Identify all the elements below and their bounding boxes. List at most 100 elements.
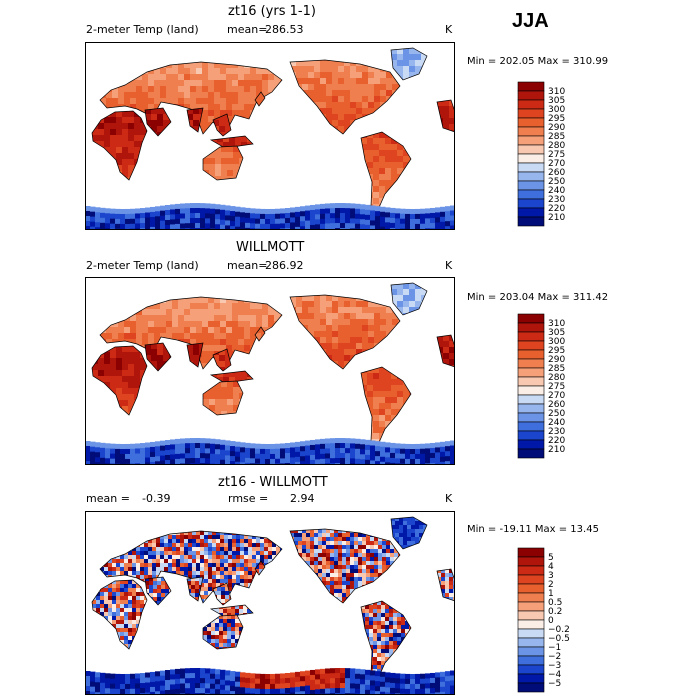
panel2-minmax: Min = 203.04 Max = 311.42 [467,292,609,303]
season-label: JJA [512,10,549,32]
colorbar-tick-label: 2 [548,580,554,590]
colorbar-swatch [517,682,545,693]
colorbar-swatch [517,81,545,92]
colorbar-tick-label: 230 [548,195,565,205]
colorbar-tick-label: −4 [548,670,562,680]
colorbar-swatch [517,430,545,441]
colorbar-tick-label: −0.2 [548,625,570,635]
panel1-temperature-map [85,42,455,230]
colorbar-tick-label: −5 [548,679,561,689]
colorbar-swatch [517,556,545,567]
colorbar-tick-label: 280 [548,373,565,383]
coastline [209,370,254,384]
colorbar-tick-label: 300 [548,337,565,347]
coastline [209,135,254,149]
panel3-minmax: Min = -19.11 Max = 13.45 [467,524,599,535]
colorbar-swatch [517,126,545,137]
colorbar-swatch [517,144,545,155]
colorbar-swatch [517,412,545,423]
panel2-mean-label: mean= [227,259,268,272]
colorbar-tick-label: 275 [548,150,565,160]
colorbar-tick-label: 285 [548,132,565,142]
panel3-title: zt16 - WILLMOTT [218,475,328,490]
map-frame [85,511,455,695]
coastline [289,528,401,604]
land-antarctica [85,438,455,465]
colorbar-swatch [517,180,545,191]
colorbar-swatch [517,108,545,119]
panel1-unit: K [445,23,453,36]
colorbar-tick-label: −3 [548,661,561,671]
colorbar-tick-label: 230 [548,427,565,437]
colorbar-swatch [517,313,545,324]
land-seasia [213,583,231,605]
coastline [390,516,428,550]
coastline [360,131,412,213]
panel2-unit: K [445,259,453,272]
colorbar-tick-label: 270 [548,391,565,401]
coastline [436,568,455,602]
panel1-minmax: Min = 202.05 Max = 310.99 [467,56,609,67]
coastline [212,348,232,372]
colorbar-tick-label: 305 [548,328,565,338]
colorbar-tick-label: 300 [548,105,565,115]
panel1-variable: 2-meter Temp (land) [86,23,199,36]
colorbar-tick-label: 210 [548,213,565,223]
colorbar-swatch [517,376,545,387]
colorbar-swatch [517,601,545,612]
colorbar-swatch [517,340,545,351]
colorbar-swatch [517,403,545,414]
colorbar-swatch [517,322,545,333]
coastline [209,604,254,618]
panel3-rmse-value: 2.94 [290,492,315,505]
coastline [144,576,172,606]
coastline [144,107,172,137]
colorbar-tick-label: 290 [548,123,565,133]
coastline [289,294,401,370]
colorbar-swatch [517,610,545,621]
colorbar-tick-label: 210 [548,445,565,455]
colorbar-swatch [517,619,545,630]
panel2-temperature-map [85,277,455,465]
coastline [390,47,428,81]
land-antarctica [85,668,455,695]
colorbar-tick-label: 220 [548,204,565,214]
coastline [202,145,244,181]
coastline [202,380,244,416]
panel2-variable: 2-meter Temp (land) [86,259,199,272]
colorbar-swatch [517,385,545,396]
colorbar-swatch [517,655,545,666]
colorbar-tick-label: 240 [548,418,565,428]
colorbar-tick-label: 250 [548,409,565,419]
land-antarctica [85,203,455,230]
colorbar-swatch [517,367,545,378]
panel1-mean-value: 286.53 [265,23,304,36]
colorbar-tick-label: 240 [548,186,565,196]
colorbar-tick-label: 0 [548,616,554,626]
coastline [186,342,204,368]
colorbar-swatch [517,117,545,128]
coastline [186,107,204,133]
panel2-colorbar: 3103053002952902852802752702602502402302… [517,313,565,459]
coastline [91,345,148,416]
colorbar-tick-label: 280 [548,141,565,151]
colorbar-swatch [517,547,545,558]
colorbar-swatch [517,646,545,657]
colorbar-swatch [517,439,545,450]
panel2-mean-value: 286.92 [265,259,304,272]
colorbar-swatch [517,421,545,432]
panel1-title: zt16 (yrs 1-1) [228,4,316,19]
map-frame [85,42,455,230]
colorbar-swatch [517,673,545,684]
colorbar-swatch [517,592,545,603]
colorbar-tick-label: −2 [548,652,561,662]
colorbar-tick-label: 290 [548,355,565,365]
colorbar-swatch [517,628,545,639]
coastline [186,576,204,602]
colorbar-tick-label: 270 [548,159,565,169]
colorbar-tick-label: 5 [548,553,554,563]
coastline [289,59,401,135]
panel3-difference-map [85,511,455,695]
colorbar-tick-label: 275 [548,382,565,392]
